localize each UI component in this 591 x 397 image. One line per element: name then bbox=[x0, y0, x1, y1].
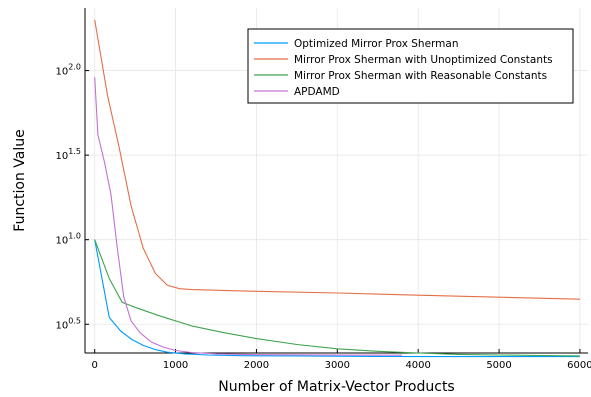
x-tick-label: 0 bbox=[92, 360, 98, 371]
y-tick-label: 100.5 bbox=[56, 316, 81, 331]
x-tick-label: 1000 bbox=[163, 360, 188, 371]
x-tick-label: 3000 bbox=[325, 360, 350, 371]
y-axis-label: Function Value bbox=[12, 129, 28, 231]
y-tick-label: 102.0 bbox=[56, 63, 81, 78]
legend-entry: Mirror Prox Sherman with Unoptimized Con… bbox=[294, 54, 553, 66]
x-tick-label: 2000 bbox=[244, 360, 269, 371]
legend-entry: Mirror Prox Sherman with Reasonable Cons… bbox=[294, 70, 547, 82]
series-line bbox=[95, 77, 402, 355]
x-tick-label: 5000 bbox=[486, 360, 511, 371]
legend: Optimized Mirror Prox Sherman Mirror Prox… bbox=[248, 29, 573, 103]
tick-labels: 0 1000 2000 3000 4000 5000 6000 100.5 101.0 101.5… bbox=[56, 63, 591, 371]
x-tick-label: 6000 bbox=[567, 360, 591, 371]
legend-entry: APDAMD bbox=[294, 86, 340, 98]
x-tick-label: 4000 bbox=[405, 360, 430, 371]
x-axis-label: Number of Matrix-Vector Products bbox=[218, 379, 454, 395]
y-tick-label: 101.0 bbox=[56, 232, 81, 247]
legend-entry: Optimized Mirror Prox Sherman bbox=[294, 38, 458, 50]
y-tick-label: 101.5 bbox=[56, 147, 81, 162]
